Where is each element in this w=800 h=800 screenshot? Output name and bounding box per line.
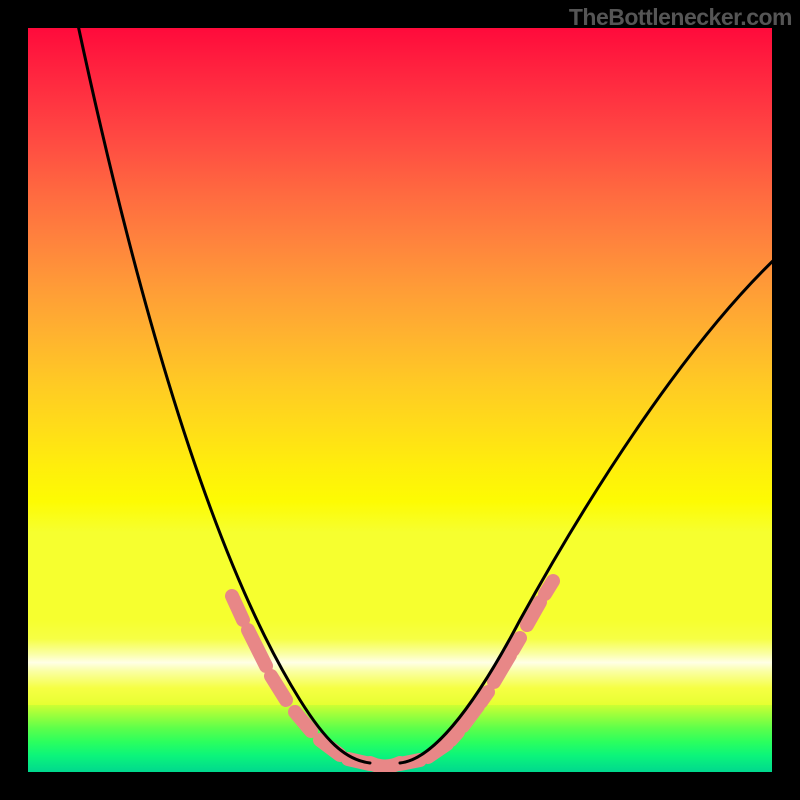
valley-arc-marker <box>370 763 400 767</box>
chart-canvas: TheBottlenecker.com <box>0 0 800 800</box>
left-curve-markers <box>232 596 370 764</box>
watermark-link[interactable]: TheBottlenecker.com <box>569 4 792 31</box>
right-curve-markers <box>400 581 553 764</box>
right-curve <box>400 245 790 763</box>
gradient-background <box>0 0 800 800</box>
left-curve <box>78 25 370 763</box>
chart-border <box>0 0 800 800</box>
plot-layer <box>0 0 800 800</box>
